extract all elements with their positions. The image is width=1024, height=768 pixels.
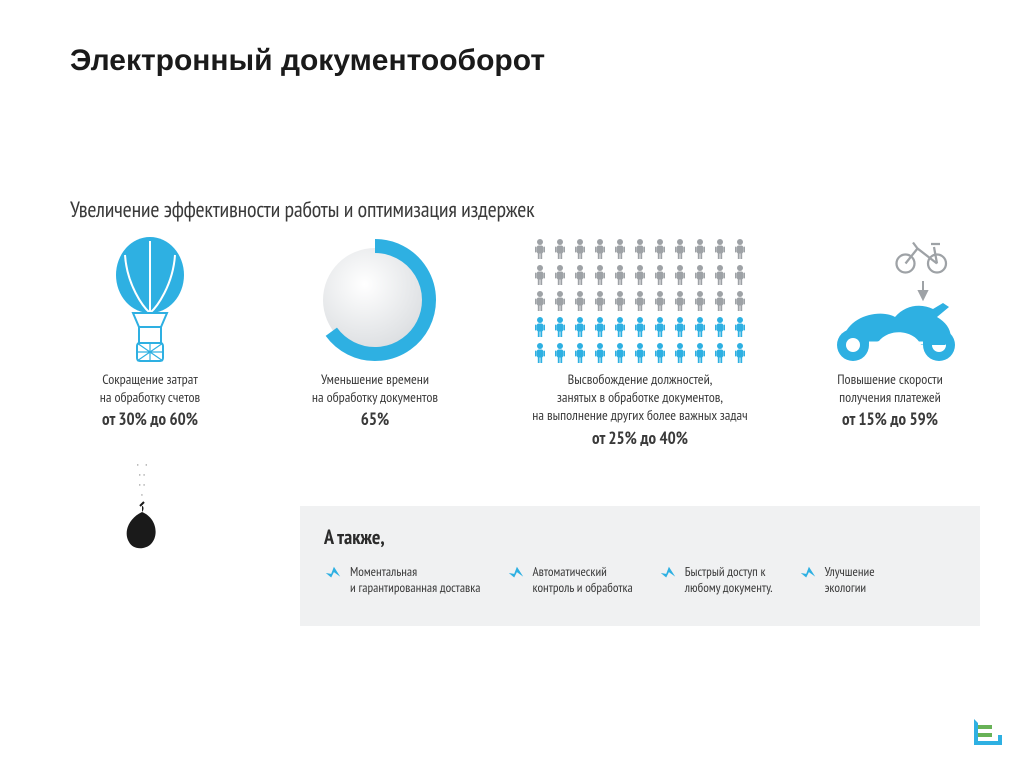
card-people-text: Высвобождение должностей, занятых в обра… bbox=[532, 370, 747, 425]
drop-bag: · · · · · · · bbox=[112, 460, 172, 555]
card-bike-text: Повышение скорости получения платежей bbox=[837, 370, 943, 406]
cards-row: Сокращение затрат на обработку счетов от… bbox=[60, 230, 980, 449]
card-donut-text: Уменьшение времени на обработку документ… bbox=[312, 370, 438, 406]
card-bike-stat: от 15% до 59% bbox=[842, 408, 938, 430]
card-balloon: Сокращение затрат на обработку счетов от… bbox=[60, 230, 240, 449]
donut-icon bbox=[310, 230, 440, 370]
check-icon bbox=[324, 564, 342, 597]
also-title: А также, bbox=[324, 524, 956, 550]
check-icon bbox=[799, 564, 817, 597]
corner-logo-icon bbox=[972, 715, 1006, 754]
page-title: Электронный документооборот bbox=[70, 44, 545, 78]
also-item-0: Моментальнаяи гарантированная доставка bbox=[324, 564, 481, 597]
bag-icon bbox=[117, 500, 167, 550]
check-icon bbox=[659, 564, 677, 597]
card-donut-stat: 65% bbox=[361, 408, 390, 430]
card-balloon-text: Сокращение затрат на обработку счетов bbox=[100, 370, 200, 406]
card-bike: Повышение скорости получения платежей от… bbox=[800, 230, 980, 449]
card-donut: Уменьшение времени на обработку документ… bbox=[270, 230, 480, 449]
card-people-stat: от 25% до 40% bbox=[592, 427, 688, 449]
also-item-2: Быстрый доступ клюбому документу. bbox=[659, 564, 773, 597]
card-people: Высвобождение должностей, занятых в обра… bbox=[510, 230, 770, 449]
people-icon bbox=[530, 230, 750, 370]
card-balloon-stat: от 30% до 60% bbox=[102, 408, 198, 430]
bike-icon bbox=[815, 230, 965, 370]
balloon-icon bbox=[105, 230, 195, 370]
also-item-3: Улучшениеэкологии bbox=[799, 564, 875, 597]
also-items: Моментальнаяи гарантированная доставка А… bbox=[324, 564, 956, 597]
also-box: А также, Моментальнаяи гарантированная д… bbox=[300, 506, 980, 626]
subtitle: Увеличение эффективности работы и оптими… bbox=[70, 196, 534, 224]
also-item-1: Автоматическийконтроль и обработка bbox=[507, 564, 633, 597]
check-icon bbox=[507, 564, 525, 597]
